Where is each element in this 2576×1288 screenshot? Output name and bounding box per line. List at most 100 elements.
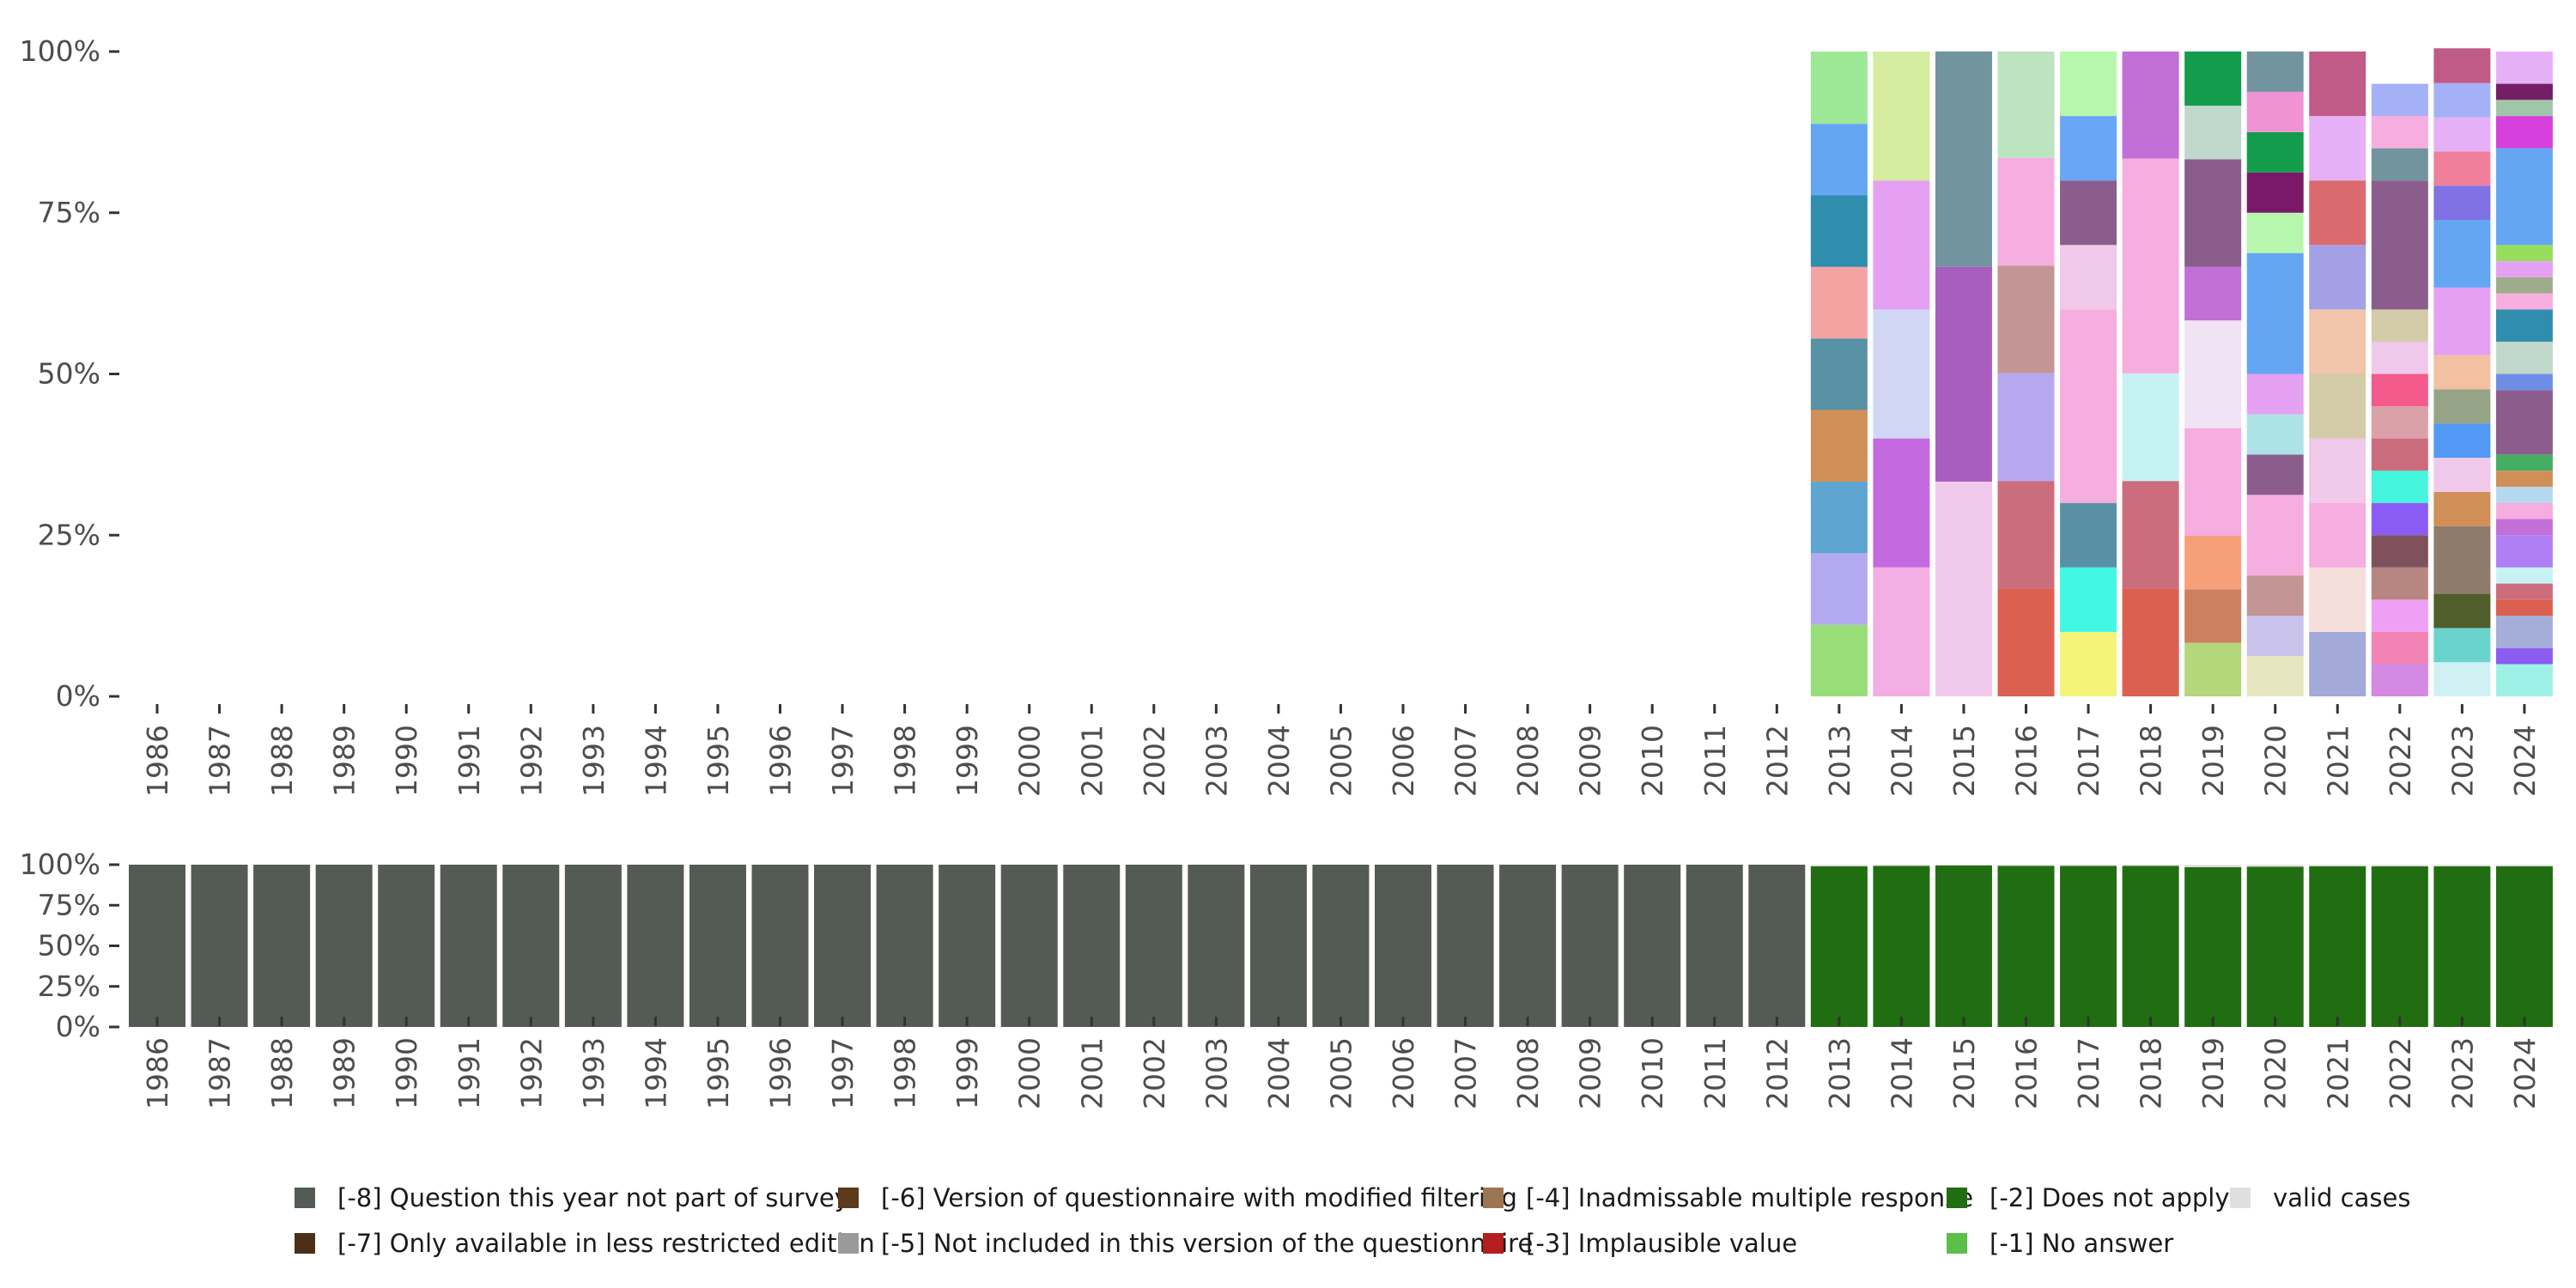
bar-segment-2019 [2184, 106, 2242, 160]
bar-segment-2024 [2495, 519, 2553, 536]
bar-segment-2013 [1810, 410, 1868, 482]
x-tick-label: 2006 [1387, 725, 1420, 797]
bar-segment-2022 [2371, 567, 2428, 600]
bar-segment-2024 [2495, 261, 2553, 277]
y-tick-label: 0% [56, 1010, 100, 1043]
bar-segment-2017 [2060, 116, 2117, 181]
bar-segment-2024 [2495, 341, 2553, 374]
x-tick-label: 1989 [328, 1037, 361, 1109]
bar-segment-2024 [2495, 599, 2553, 617]
legend-label: [-2] Does not apply [1990, 1183, 2230, 1212]
bar-segment-2023 [2433, 389, 2491, 424]
bar-segment-2013 [1810, 124, 1868, 196]
bar-segment-2023 [2433, 458, 2491, 492]
x-tick-label: 2015 [1947, 1037, 1981, 1109]
x-tick-label: 1992 [514, 725, 548, 797]
bar-segment-2017 [2060, 865, 2117, 866]
bar-segment-2022 [2371, 664, 2428, 696]
x-tick-label: 2017 [2072, 1037, 2105, 1109]
bar-segment-2006 [1375, 865, 1431, 1027]
bar-segment-2015 [1935, 481, 1992, 696]
x-tick-label: 2010 [1636, 1037, 1669, 1109]
x-tick-label: 2001 [1075, 1037, 1109, 1109]
bar-segment-2022 [2371, 148, 2428, 181]
bar-segment-2018 [2122, 52, 2179, 159]
bar-segment-2020 [2246, 172, 2304, 213]
bar-segment-2021 [2309, 116, 2366, 181]
bar-segment-2023 [2433, 151, 2491, 186]
bar-segment-2024 [2495, 100, 2553, 117]
bar-segment-2022 [2371, 599, 2428, 632]
x-tick-label: 2002 [1138, 725, 1171, 797]
bar-segment-2023 [2433, 185, 2491, 221]
bar-segment-1988 [253, 865, 311, 1027]
bar-segment-1994 [627, 865, 684, 1027]
x-tick-label: 2009 [1574, 725, 1607, 797]
bar-segment-2022 [2371, 502, 2428, 536]
bar-segment-2020 [2246, 414, 2304, 455]
bar-segment-2023 [2433, 662, 2491, 696]
y-tick-label: 25% [38, 518, 100, 551]
bar-segment-2014 [1873, 180, 1930, 310]
legend-swatch [1483, 1233, 1504, 1254]
bar-segment-2020 [2246, 656, 2304, 696]
x-tick-label: 2016 [2010, 725, 2044, 797]
bar-segment-2024 [2495, 647, 2553, 665]
bar-segment-2013 [1810, 481, 1868, 554]
bar-segment-2020 [2246, 252, 2304, 374]
bar-segment-2015 [1935, 865, 1992, 866]
bar-segment-2022 [2371, 309, 2428, 342]
bar-segment-2022 [2371, 631, 2428, 665]
bar-segment-2020 [2246, 52, 2304, 92]
bar-segment-1989 [315, 865, 373, 1027]
legend-swatch [838, 1233, 859, 1254]
x-tick-label: 2021 [2321, 725, 2354, 797]
x-tick-label: 1990 [390, 725, 423, 797]
x-tick-label: 2010 [1636, 725, 1669, 797]
x-tick-label: 1995 [702, 1037, 735, 1109]
bar-segment-2014 [1873, 865, 1930, 866]
bar-segment-2018 [2122, 588, 2179, 696]
bar-segment-2020 [2246, 131, 2304, 173]
bar-segment-2024 [2495, 293, 2553, 310]
bar-segment-2022 [2371, 83, 2428, 117]
x-tick-label: 1991 [453, 1037, 486, 1109]
bar-segment-2017 [2060, 52, 2117, 117]
bar-segment-2024 [2495, 454, 2553, 471]
bar-segment-2024 [2495, 535, 2553, 568]
x-tick-label: 1993 [577, 725, 611, 797]
bar-segment-2017 [2060, 245, 2117, 310]
bar-segment-2018 [2122, 481, 2179, 589]
bar-segment-2021 [2309, 567, 2366, 632]
bar-segment-2002 [1125, 865, 1182, 1027]
legend-swatch [1947, 1188, 1967, 1208]
bar-segment-2017 [2060, 309, 2117, 503]
x-tick-label: 1997 [826, 725, 860, 797]
legend-label: [-1] No answer [1990, 1229, 2173, 1258]
bar-segment-2023 [2433, 48, 2491, 83]
bar-segment-2021 [2309, 865, 2366, 866]
bar-segment-2020 [2246, 866, 2304, 1027]
bar-segment-2019 [2184, 52, 2242, 106]
x-tick-label: 2000 [1013, 1037, 1047, 1109]
x-tick-label: 2021 [2321, 1037, 2354, 1109]
x-tick-label: 2001 [1075, 725, 1109, 797]
bar-segment-2021 [2309, 866, 2366, 1027]
bar-segment-2021 [2309, 52, 2366, 117]
bar-segment-2021 [2309, 309, 2366, 374]
bar-segment-2016 [1997, 373, 2055, 482]
x-tick-label: 2007 [1449, 725, 1483, 797]
bar-segment-2022 [2371, 865, 2428, 866]
bar-segment-2012 [1748, 865, 1806, 1027]
legend-label: [-5] Not included in this version of the… [881, 1229, 1533, 1258]
x-tick-label: 2000 [1013, 725, 1047, 797]
y-tick-label: 75% [38, 888, 100, 921]
y-tick-label: 0% [56, 679, 100, 713]
bar-segment-2024 [2495, 374, 2553, 391]
x-tick-label: 2018 [2135, 1037, 2168, 1109]
bar-segment-2018 [2122, 373, 2179, 482]
bar-segment-2019 [2184, 320, 2242, 428]
y-tick-label: 100% [20, 34, 100, 68]
x-tick-label: 2011 [1698, 1037, 1732, 1109]
